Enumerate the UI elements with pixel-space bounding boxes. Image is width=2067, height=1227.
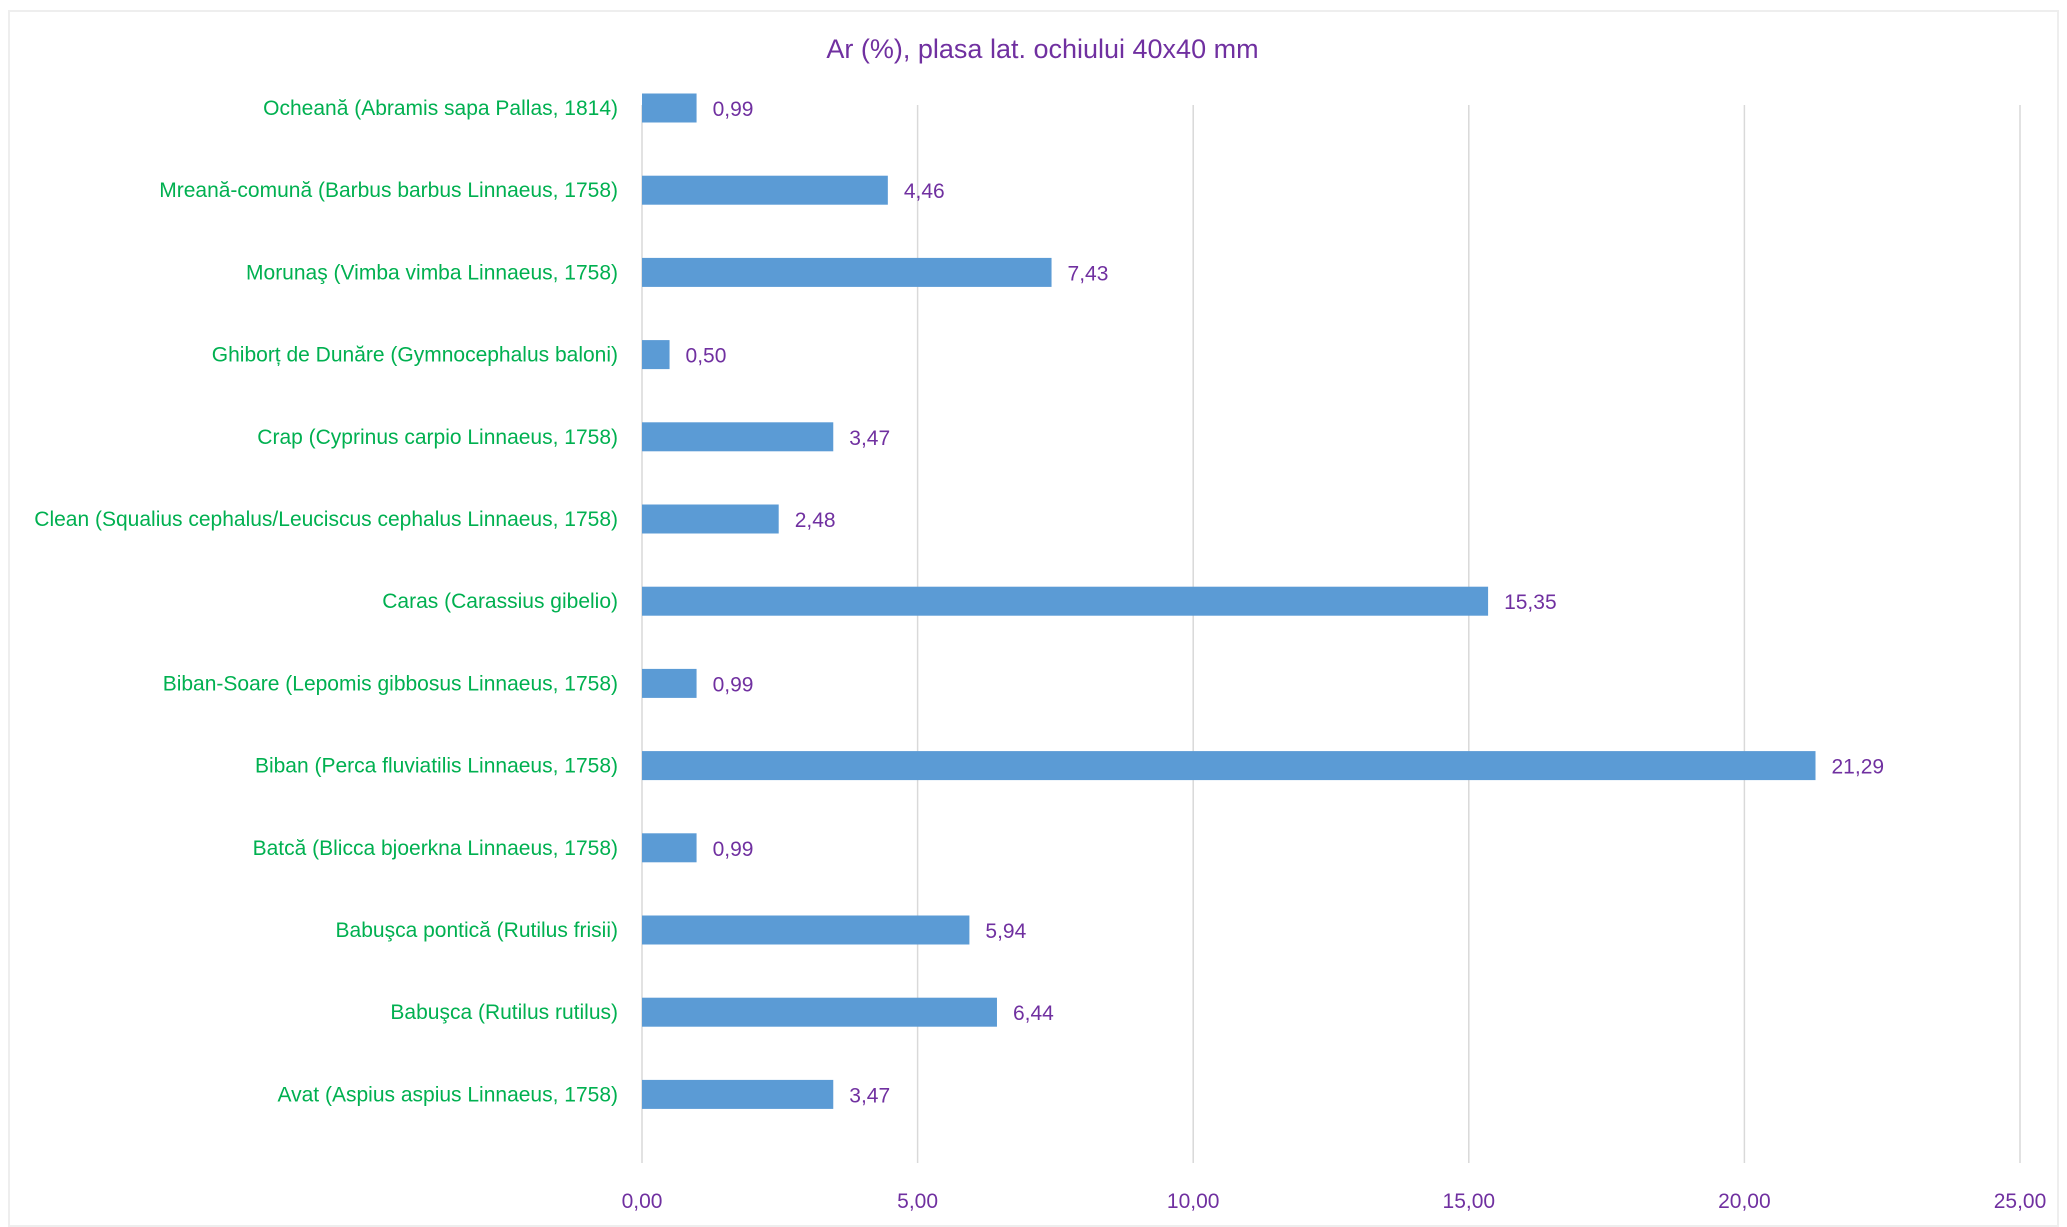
data-label: 0,99 bbox=[713, 98, 754, 121]
category-label: Ghiborț de Dunăre (Gymnocephalus baloni) bbox=[212, 344, 618, 367]
x-tick-label: 25,00 bbox=[1994, 1190, 2047, 1213]
category-label: Clean (Squalius cephalus/Leuciscus cepha… bbox=[34, 508, 618, 531]
bar bbox=[642, 669, 697, 698]
data-label: 5,94 bbox=[985, 920, 1026, 943]
category-label: Ocheană (Abramis sapa Pallas, 1814) bbox=[263, 97, 618, 120]
bar bbox=[642, 505, 779, 534]
category-label: Babuşca (Rutilus rutilus) bbox=[390, 1001, 618, 1024]
bar bbox=[642, 94, 697, 123]
data-label: 3,47 bbox=[849, 427, 890, 450]
bar bbox=[642, 998, 997, 1027]
data-label: 6,44 bbox=[1013, 1002, 1054, 1025]
bar-layer bbox=[642, 94, 1816, 1109]
category-label: Avat (Aspius aspius Linnaeus, 1758) bbox=[278, 1083, 619, 1106]
bar bbox=[642, 587, 1488, 616]
bar bbox=[642, 751, 1816, 780]
category-label: Mreană-comună (Barbus barbus Linnaeus, 1… bbox=[159, 179, 618, 202]
bar bbox=[642, 833, 697, 862]
category-label: Babuşca pontică (Rutilus frisii) bbox=[336, 919, 618, 942]
data-label: 7,43 bbox=[1068, 262, 1109, 285]
data-label: 21,29 bbox=[1832, 756, 1885, 779]
category-label: Batcă (Blicca bjoerkna Linnaeus, 1758) bbox=[253, 837, 618, 860]
data-label: 2,48 bbox=[795, 509, 836, 532]
data-label: 0,99 bbox=[713, 673, 754, 696]
bar bbox=[642, 1080, 833, 1109]
data-label: 0,99 bbox=[713, 838, 754, 861]
data-label: 0,50 bbox=[686, 345, 727, 368]
data-label: 3,47 bbox=[849, 1084, 890, 1107]
category-label: Biban (Perca fluviatilis Linnaeus, 1758) bbox=[255, 755, 618, 778]
data-label: 4,46 bbox=[904, 180, 945, 203]
x-tick-label: 10,00 bbox=[1167, 1190, 1220, 1213]
data-label: 15,35 bbox=[1504, 591, 1557, 614]
category-label: Morunaş (Vimba vimba Linnaeus, 1758) bbox=[246, 261, 618, 284]
x-tick-label: 20,00 bbox=[1718, 1190, 1771, 1213]
bar bbox=[642, 340, 670, 369]
category-label: Caras (Carassius gibelio) bbox=[382, 590, 618, 613]
bar bbox=[642, 258, 1052, 287]
bar bbox=[642, 176, 888, 205]
bar bbox=[642, 916, 969, 945]
category-label: Biban-Soare (Lepomis gibbosus Linnaeus, … bbox=[163, 672, 618, 695]
category-label: Crap (Cyprinus carpio Linnaeus, 1758) bbox=[257, 426, 618, 449]
x-tick-label: 15,00 bbox=[1443, 1190, 1496, 1213]
x-tick-label: 5,00 bbox=[897, 1190, 938, 1213]
bar bbox=[642, 422, 833, 451]
x-tick-label: 0,00 bbox=[622, 1190, 663, 1213]
